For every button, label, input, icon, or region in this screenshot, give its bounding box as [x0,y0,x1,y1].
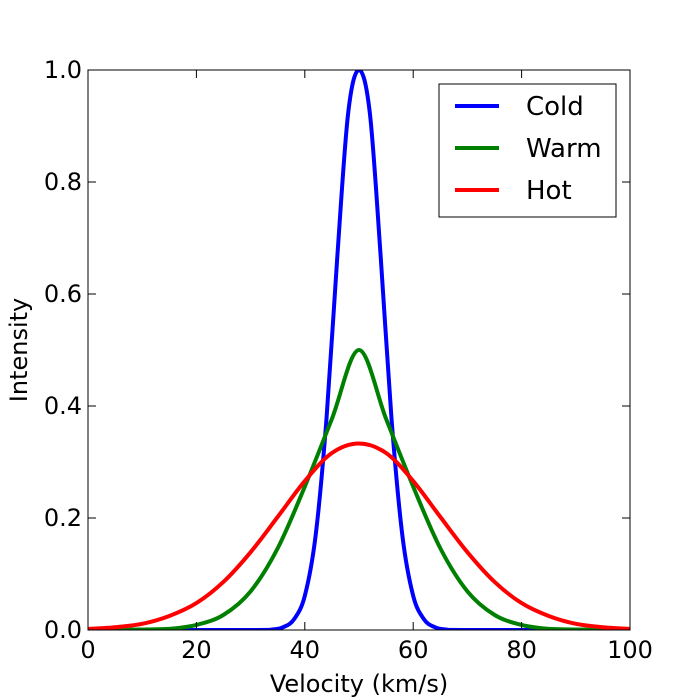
legend-label-warm: Warm [526,134,602,164]
y-tick-label: 0.4 [44,392,82,420]
y-tick-label: 0.6 [44,280,82,308]
x-tick-label: 0 [80,636,95,664]
x-tick-label: 40 [290,636,321,664]
x-tick-label: 80 [506,636,537,664]
series-line-warm [88,348,630,630]
legend: Cold Warm Hot [438,83,617,218]
series-line-cold [88,70,630,630]
plot-frame [87,69,631,631]
y-tick-label: 0.8 [44,168,82,196]
x-tick-label: 20 [181,636,212,664]
x-axis-label: Velocity (km/s) [270,670,448,698]
series-line-hot [88,441,630,630]
legend-label-cold: Cold [526,92,584,122]
y-tick-label: 1.0 [44,56,82,84]
x-tick-label: 100 [607,636,653,664]
legend-label-hot: Hot [526,176,572,206]
x-tick-label: 60 [398,636,429,664]
y-axis-label: Intensity [5,298,33,402]
y-tick-label: 0.0 [44,616,82,644]
y-tick-label: 0.2 [44,504,82,532]
